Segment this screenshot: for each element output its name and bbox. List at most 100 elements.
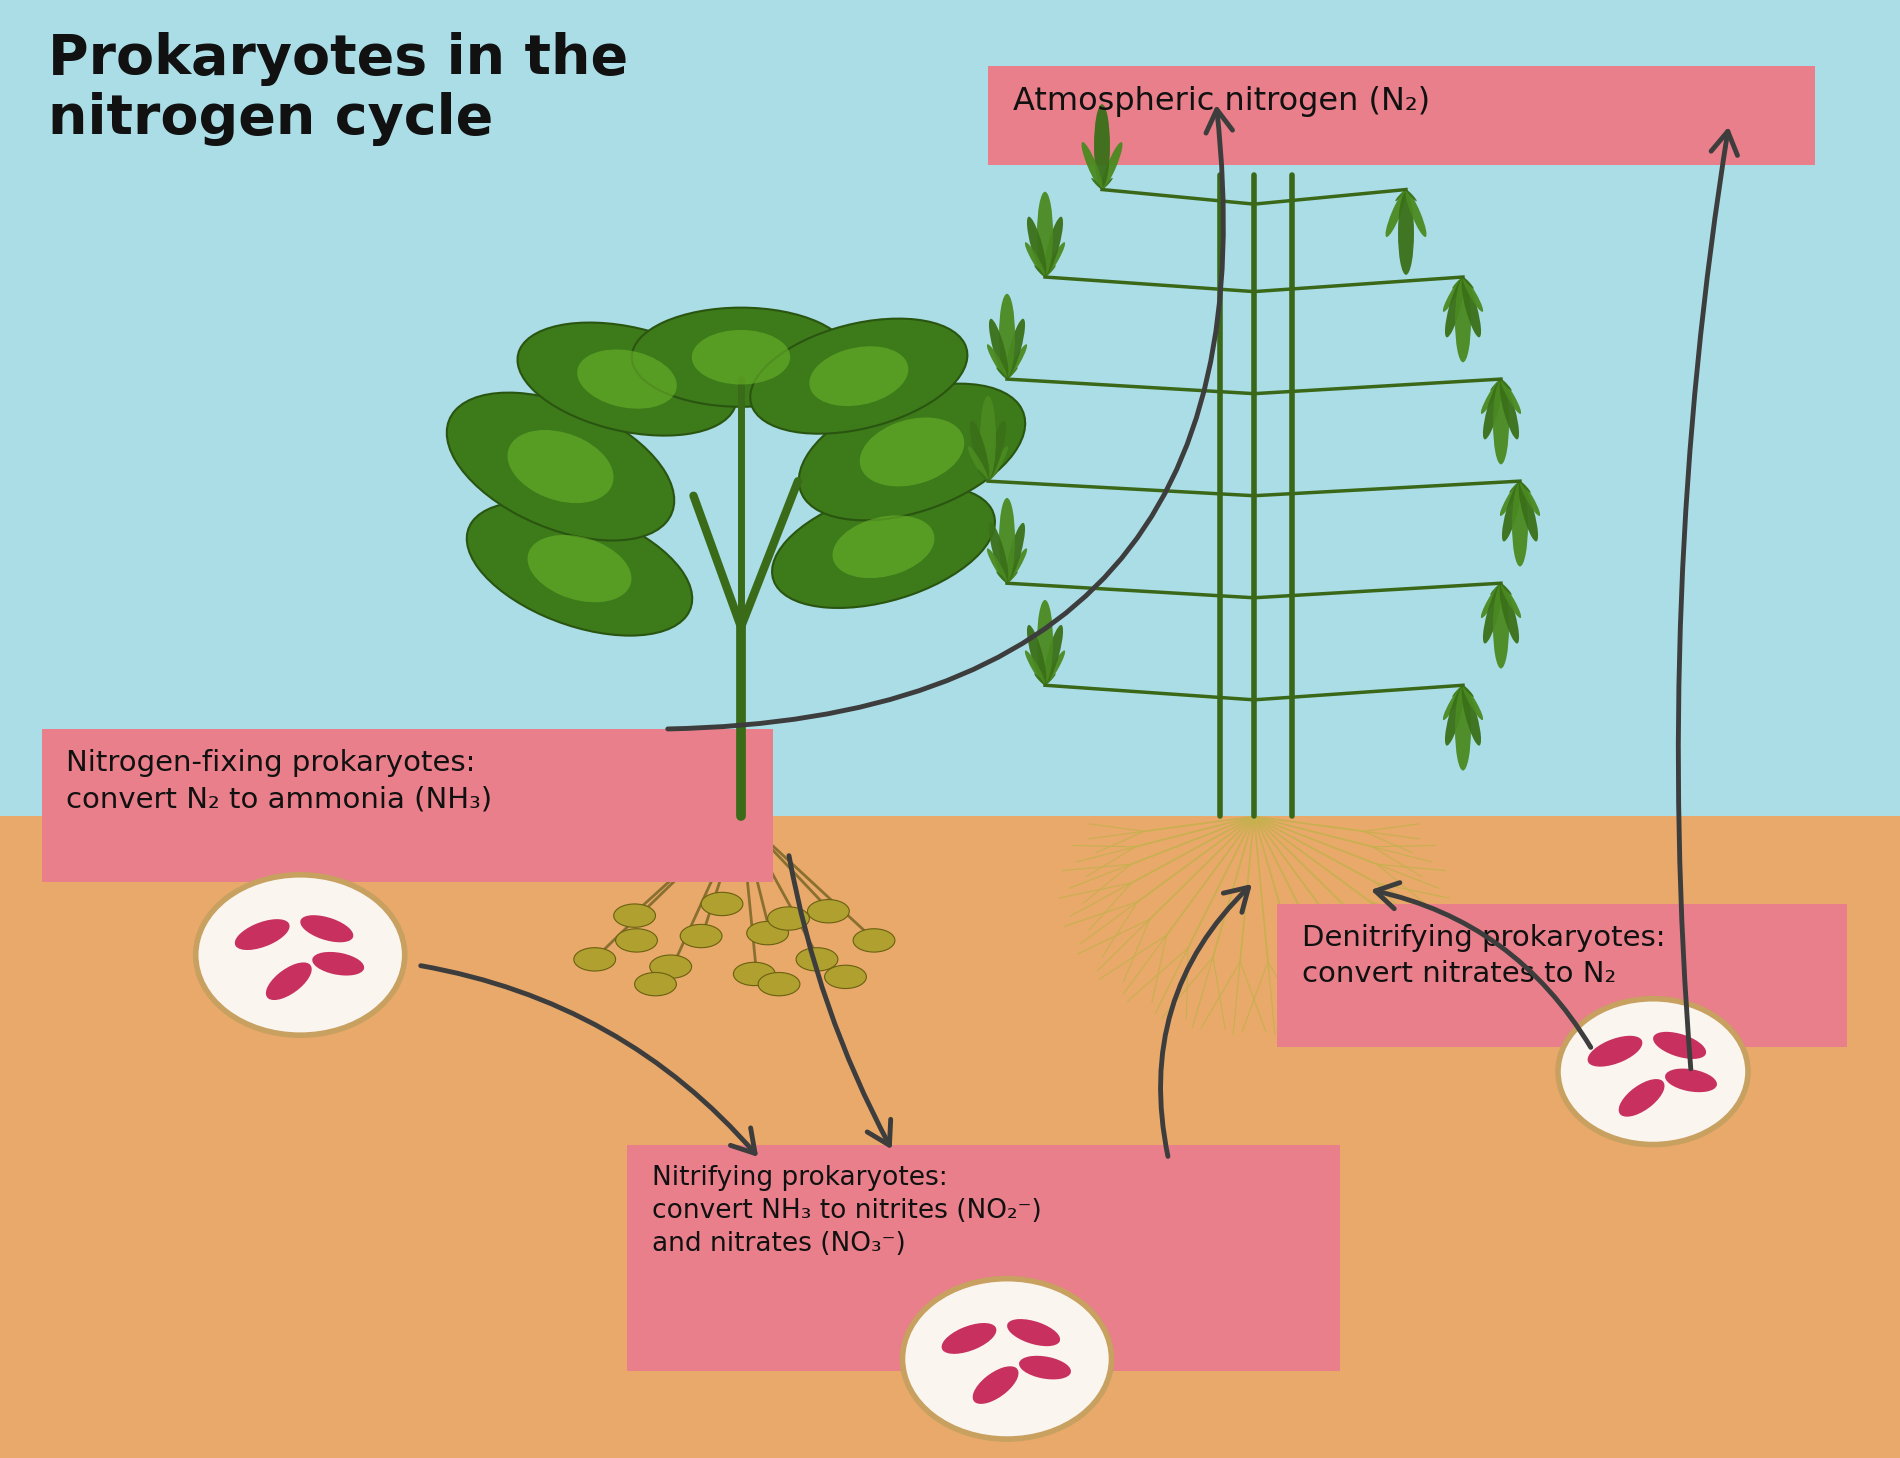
Ellipse shape — [1501, 379, 1512, 391]
Ellipse shape — [300, 916, 353, 942]
FancyBboxPatch shape — [42, 729, 773, 882]
Ellipse shape — [1045, 265, 1056, 277]
FancyArrowPatch shape — [1161, 888, 1248, 1156]
Ellipse shape — [1398, 191, 1414, 276]
Ellipse shape — [825, 965, 866, 989]
Ellipse shape — [988, 446, 1009, 480]
Ellipse shape — [1619, 1079, 1664, 1117]
Ellipse shape — [808, 900, 849, 923]
Ellipse shape — [578, 350, 676, 408]
Ellipse shape — [1102, 178, 1113, 190]
Ellipse shape — [1463, 685, 1474, 697]
Ellipse shape — [266, 962, 312, 1000]
Ellipse shape — [1045, 674, 1056, 685]
Ellipse shape — [1007, 367, 1018, 379]
Ellipse shape — [1043, 625, 1062, 684]
Ellipse shape — [1463, 278, 1484, 312]
Ellipse shape — [616, 929, 657, 952]
Ellipse shape — [1493, 382, 1509, 465]
Ellipse shape — [1024, 650, 1045, 684]
Ellipse shape — [986, 548, 1007, 582]
FancyArrowPatch shape — [788, 856, 891, 1145]
Ellipse shape — [1005, 523, 1024, 582]
Ellipse shape — [1501, 583, 1512, 595]
Ellipse shape — [1512, 483, 1528, 566]
Ellipse shape — [1463, 687, 1484, 720]
Ellipse shape — [809, 346, 908, 407]
Ellipse shape — [853, 929, 895, 952]
Ellipse shape — [1034, 674, 1045, 685]
Ellipse shape — [1455, 280, 1471, 363]
Text: Prokaryotes in the
nitrogen cycle: Prokaryotes in the nitrogen cycle — [48, 32, 627, 146]
Ellipse shape — [999, 293, 1015, 378]
FancyArrowPatch shape — [667, 109, 1233, 729]
Ellipse shape — [1007, 548, 1028, 582]
FancyBboxPatch shape — [0, 816, 1900, 1458]
Text: Denitrifying prokaryotes:
convert nitrates to N₂: Denitrifying prokaryotes: convert nitrat… — [1302, 924, 1664, 989]
Ellipse shape — [967, 446, 988, 480]
Text: Nitrogen-fixing prokaryotes:
convert N₂ to ammonia (NH₃): Nitrogen-fixing prokaryotes: convert N₂ … — [66, 749, 492, 814]
FancyBboxPatch shape — [988, 66, 1814, 165]
Ellipse shape — [733, 962, 775, 986]
Ellipse shape — [528, 535, 631, 602]
Ellipse shape — [1094, 105, 1110, 188]
Text: Atmospheric nitrogen (N₂): Atmospheric nitrogen (N₂) — [1013, 86, 1431, 117]
Ellipse shape — [1007, 572, 1018, 583]
Ellipse shape — [1664, 1069, 1718, 1092]
Ellipse shape — [1045, 650, 1066, 684]
Ellipse shape — [980, 397, 996, 480]
Ellipse shape — [988, 469, 999, 481]
Ellipse shape — [1028, 217, 1047, 276]
Ellipse shape — [1518, 483, 1537, 541]
Ellipse shape — [1520, 483, 1541, 516]
Ellipse shape — [986, 344, 1007, 378]
Ellipse shape — [467, 502, 692, 636]
Ellipse shape — [517, 322, 737, 436]
Circle shape — [902, 1279, 1112, 1439]
Ellipse shape — [507, 430, 614, 503]
Ellipse shape — [1081, 141, 1102, 188]
Ellipse shape — [796, 948, 838, 971]
Text: Nitrifying prokaryotes:
convert NH₃ to nitrites (NO₂⁻)
and nitrates (NO₃⁻): Nitrifying prokaryotes: convert NH₃ to n… — [652, 1165, 1041, 1257]
Ellipse shape — [1045, 242, 1066, 276]
Ellipse shape — [1091, 178, 1102, 190]
Ellipse shape — [1480, 585, 1501, 618]
Ellipse shape — [999, 499, 1015, 582]
Ellipse shape — [312, 952, 365, 975]
Ellipse shape — [1037, 191, 1053, 276]
Ellipse shape — [614, 904, 656, 927]
Ellipse shape — [1493, 585, 1509, 668]
Ellipse shape — [750, 319, 967, 433]
Ellipse shape — [1490, 583, 1501, 595]
Ellipse shape — [859, 417, 965, 487]
Ellipse shape — [692, 330, 790, 385]
Ellipse shape — [758, 972, 800, 996]
Ellipse shape — [1490, 379, 1501, 391]
Ellipse shape — [1463, 277, 1474, 289]
Ellipse shape — [1018, 1356, 1072, 1379]
FancyArrowPatch shape — [1376, 882, 1590, 1047]
Ellipse shape — [1499, 381, 1518, 439]
Ellipse shape — [574, 948, 616, 971]
FancyArrowPatch shape — [420, 965, 754, 1153]
Ellipse shape — [996, 367, 1007, 379]
Ellipse shape — [1480, 381, 1501, 414]
Ellipse shape — [635, 972, 676, 996]
Ellipse shape — [1461, 278, 1480, 337]
FancyBboxPatch shape — [627, 1145, 1340, 1371]
Ellipse shape — [1007, 344, 1028, 378]
FancyBboxPatch shape — [1277, 904, 1847, 1047]
Ellipse shape — [768, 907, 809, 930]
Ellipse shape — [986, 421, 1005, 480]
Circle shape — [1558, 999, 1748, 1145]
Ellipse shape — [1028, 625, 1047, 684]
Ellipse shape — [680, 924, 722, 948]
Ellipse shape — [1446, 687, 1465, 745]
Ellipse shape — [1501, 381, 1522, 414]
Ellipse shape — [990, 523, 1009, 582]
Ellipse shape — [832, 515, 935, 579]
Ellipse shape — [771, 486, 996, 608]
Ellipse shape — [1509, 481, 1520, 493]
Ellipse shape — [1024, 242, 1045, 276]
Ellipse shape — [1007, 1319, 1060, 1346]
